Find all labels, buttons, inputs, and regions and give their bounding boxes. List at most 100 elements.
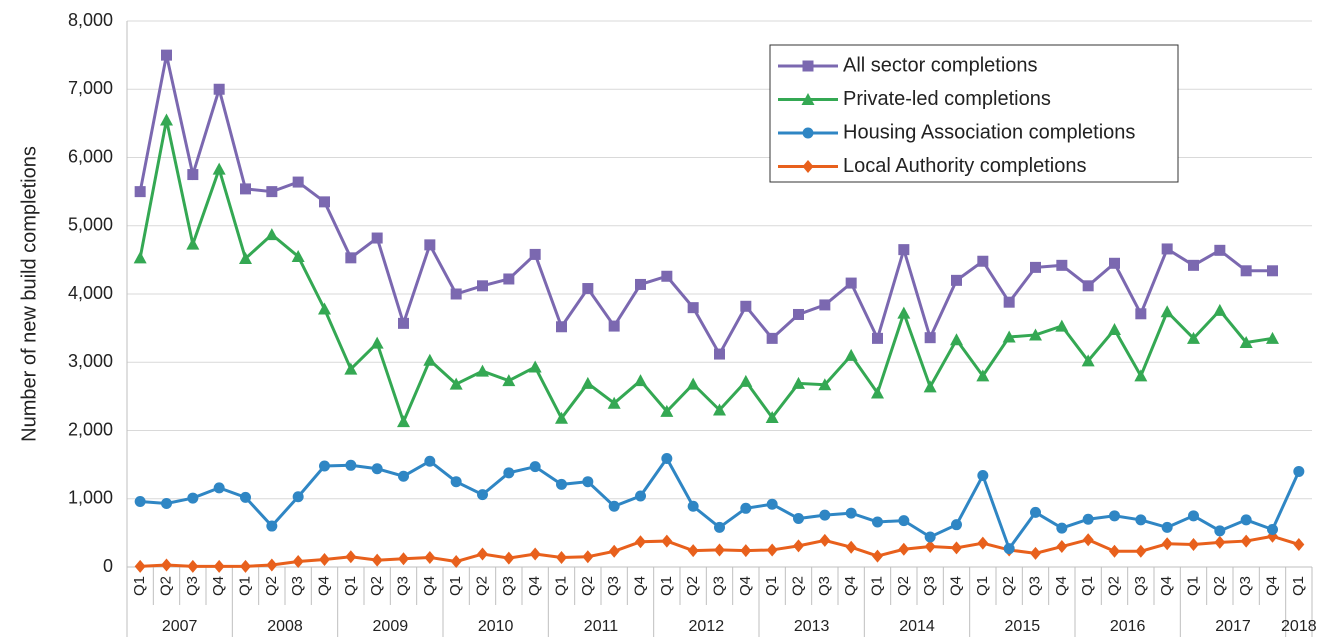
x-tick-label: Q1	[1290, 576, 1307, 596]
x-tick-label: Q1	[658, 576, 675, 596]
x-tick-label: Q4	[842, 576, 859, 596]
marker	[793, 308, 804, 320]
marker	[1135, 514, 1147, 526]
marker	[819, 299, 831, 311]
x-tick-label: Q4	[1263, 576, 1280, 596]
x-tick-label: Q4	[421, 576, 438, 596]
marker	[924, 531, 936, 543]
marker	[1293, 537, 1305, 551]
marker	[1293, 465, 1305, 477]
marker	[766, 543, 778, 557]
marker	[161, 49, 172, 61]
marker	[819, 509, 831, 521]
marker	[1214, 535, 1226, 549]
x-tick-label: Q2	[684, 576, 701, 596]
marker	[266, 558, 278, 572]
marker	[1240, 534, 1252, 548]
marker	[161, 498, 172, 510]
x-tick-label: Q1	[974, 576, 991, 596]
x-tick-label: Q2	[1000, 576, 1017, 596]
marker	[1055, 319, 1069, 332]
marker	[976, 369, 990, 382]
marker	[951, 274, 962, 286]
x-group-label: 2013	[794, 618, 830, 635]
x-tick-label: Q3	[1026, 576, 1043, 596]
marker	[503, 273, 515, 285]
x-tick-label: Q3	[816, 576, 833, 596]
marker	[398, 470, 409, 482]
y-axis-title: Number of new build completions	[18, 146, 40, 442]
marker	[476, 364, 489, 377]
marker	[819, 533, 831, 547]
x-tick-label: Q1	[552, 576, 569, 596]
marker	[844, 348, 858, 361]
marker	[740, 502, 752, 514]
marker	[1109, 510, 1120, 522]
marker	[687, 302, 699, 314]
marker	[1030, 261, 1041, 273]
marker	[660, 404, 674, 417]
marker	[1134, 369, 1148, 382]
marker	[556, 321, 567, 333]
marker	[1187, 331, 1200, 344]
marker	[1213, 303, 1227, 316]
x-group-label: 2018	[1281, 618, 1317, 635]
marker	[187, 492, 199, 504]
marker	[1188, 537, 1199, 551]
marker	[1056, 540, 1068, 554]
marker	[266, 186, 278, 198]
marker	[134, 559, 146, 573]
marker	[187, 169, 199, 181]
marker	[608, 500, 620, 512]
y-tick-label: 0	[103, 556, 113, 576]
marker	[371, 553, 383, 567]
marker	[213, 559, 225, 573]
marker	[951, 519, 962, 531]
x-tick-label: Q3	[1237, 576, 1254, 596]
marker	[582, 283, 594, 295]
marker	[740, 300, 752, 312]
x-tick-label: Q4	[210, 576, 227, 596]
x-group-label: 2011	[584, 618, 619, 635]
marker	[187, 559, 199, 573]
x-tick-label: Q1	[342, 576, 359, 596]
marker	[503, 467, 515, 479]
x-group-label: 2012	[689, 618, 725, 635]
x-tick-label: Q4	[315, 576, 332, 596]
marker	[1161, 521, 1173, 533]
marker	[1030, 506, 1041, 518]
marker	[555, 411, 568, 424]
marker	[319, 460, 330, 472]
marker	[1239, 335, 1253, 348]
marker	[739, 374, 753, 387]
marker	[186, 237, 200, 250]
marker	[397, 415, 410, 428]
marker	[1240, 514, 1252, 526]
marker	[424, 239, 436, 251]
x-tick-label: Q4	[631, 576, 648, 596]
marker	[424, 455, 436, 467]
marker	[1266, 331, 1279, 344]
marker	[872, 332, 883, 344]
marker	[582, 550, 594, 564]
marker	[1160, 305, 1174, 318]
x-tick-label: Q2	[473, 576, 490, 596]
marker	[1029, 328, 1042, 341]
marker	[792, 376, 805, 389]
x-group-label: 2007	[162, 618, 198, 635]
x-tick-label: Q1	[131, 576, 148, 596]
x-tick-label: Q1	[447, 576, 464, 596]
marker	[793, 513, 804, 525]
x-tick-label: Q2	[789, 576, 806, 596]
marker	[1161, 243, 1173, 255]
marker	[608, 320, 620, 332]
marker	[608, 544, 620, 558]
marker	[371, 463, 383, 475]
marker	[766, 332, 778, 344]
marker	[897, 306, 911, 319]
y-tick-label: 4,000	[68, 283, 113, 303]
marker	[1267, 523, 1278, 535]
marker	[319, 552, 330, 566]
marker	[714, 348, 725, 360]
marker	[398, 552, 409, 566]
